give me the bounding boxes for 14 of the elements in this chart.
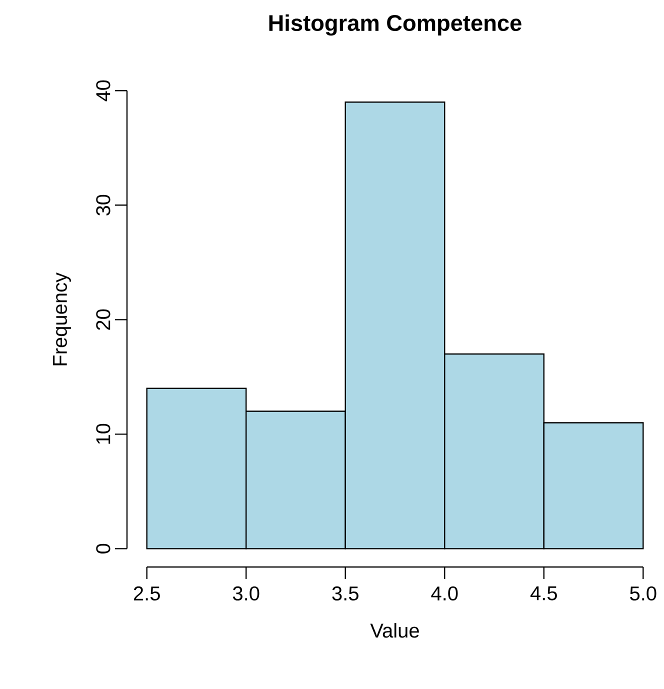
y-tick-label: 10 bbox=[96, 424, 110, 444]
y-tick-label: 0 bbox=[96, 544, 110, 554]
x-tick-label: 3.5 bbox=[332, 586, 358, 601]
y-axis-title: Frequency bbox=[53, 272, 71, 366]
x-axis-title: Value bbox=[370, 623, 419, 638]
y-tick-label: 20 bbox=[96, 309, 110, 330]
x-tick-label: 4.0 bbox=[431, 586, 458, 601]
x-tick-label: 2.5 bbox=[134, 586, 160, 601]
chart-title: Histogram Competence bbox=[269, 14, 522, 36]
y-tick-label: 40 bbox=[96, 80, 110, 102]
x-tick-label: 5.0 bbox=[630, 586, 656, 601]
x-tick-label: 4.5 bbox=[530, 586, 557, 600]
x-tick-label: 3.0 bbox=[232, 586, 260, 601]
y-tick-label: 30 bbox=[96, 194, 110, 216]
